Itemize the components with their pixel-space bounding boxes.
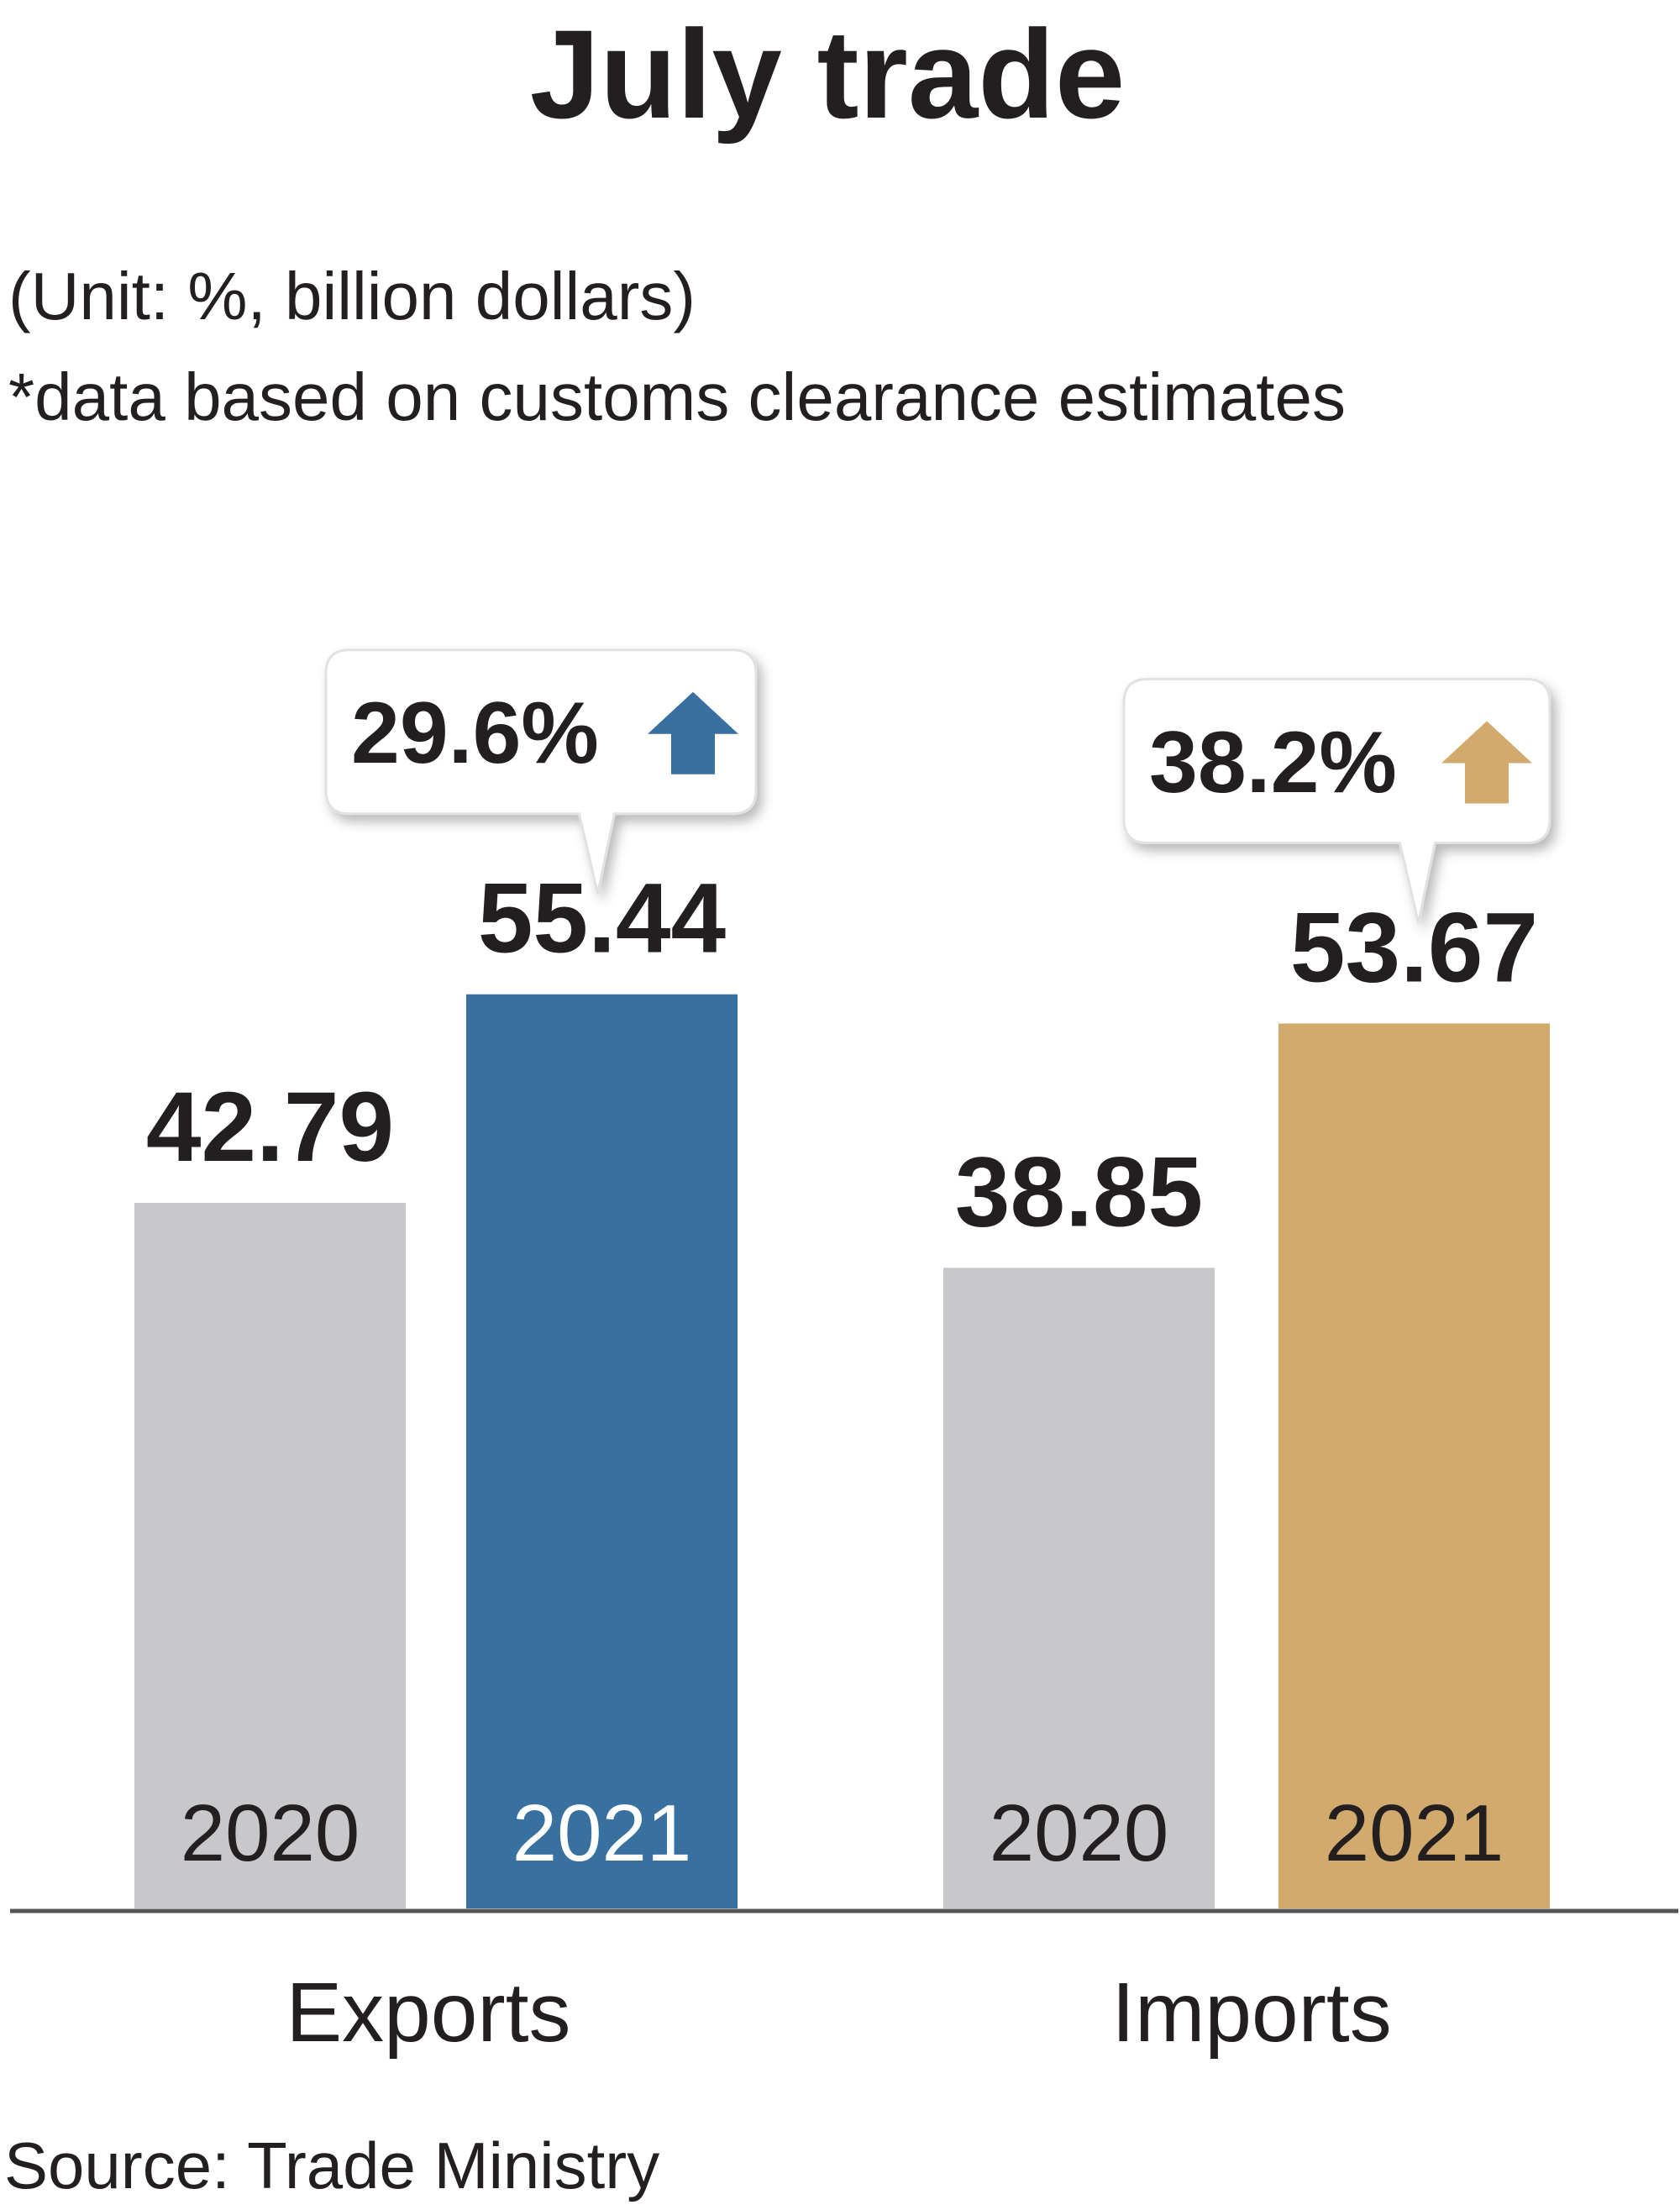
change-label-imports: 38.2% — [1149, 714, 1397, 811]
unit-subtitle: (Unit: %, billion dollars) — [8, 259, 696, 333]
value-label-exports-2021: 55.44 — [478, 864, 726, 974]
data-note: *data based on customs clearance estimat… — [8, 360, 1346, 434]
up-arrow-icon-imports — [1441, 721, 1532, 804]
value-label-imports-2021: 53.67 — [1290, 892, 1538, 1003]
year-label-exports-2021: 2021 — [512, 1788, 692, 1878]
change-label-exports: 29.6% — [351, 685, 599, 782]
year-label-imports-2021: 2021 — [1325, 1788, 1504, 1878]
value-label-exports-2020: 42.79 — [146, 1072, 394, 1183]
bar-exports-2020 — [134, 1203, 406, 1908]
source-note: Source: Trade Ministry — [4, 2129, 659, 2202]
change-callout-imports — [1122, 677, 1551, 923]
value-label-imports-2020: 38.85 — [955, 1136, 1203, 1247]
bar-imports-2021 — [1278, 1023, 1550, 1908]
chart-title: July trade — [530, 3, 1126, 144]
category-label-exports: Exports — [286, 1966, 570, 2060]
year-label-imports-2020: 2020 — [990, 1788, 1169, 1878]
bar-exports-2021 — [466, 994, 738, 1908]
change-callout-exports — [324, 648, 758, 895]
category-label-imports: Imports — [1111, 1966, 1391, 2060]
up-arrow-icon-exports — [648, 691, 738, 774]
bars-layer: 42.79 2020 55.44 2021 29.6% 38.85 2020 53.67 202… — [134, 648, 1551, 1908]
year-label-exports-2020: 2020 — [181, 1788, 360, 1878]
bar-imports-2020 — [943, 1268, 1215, 1908]
